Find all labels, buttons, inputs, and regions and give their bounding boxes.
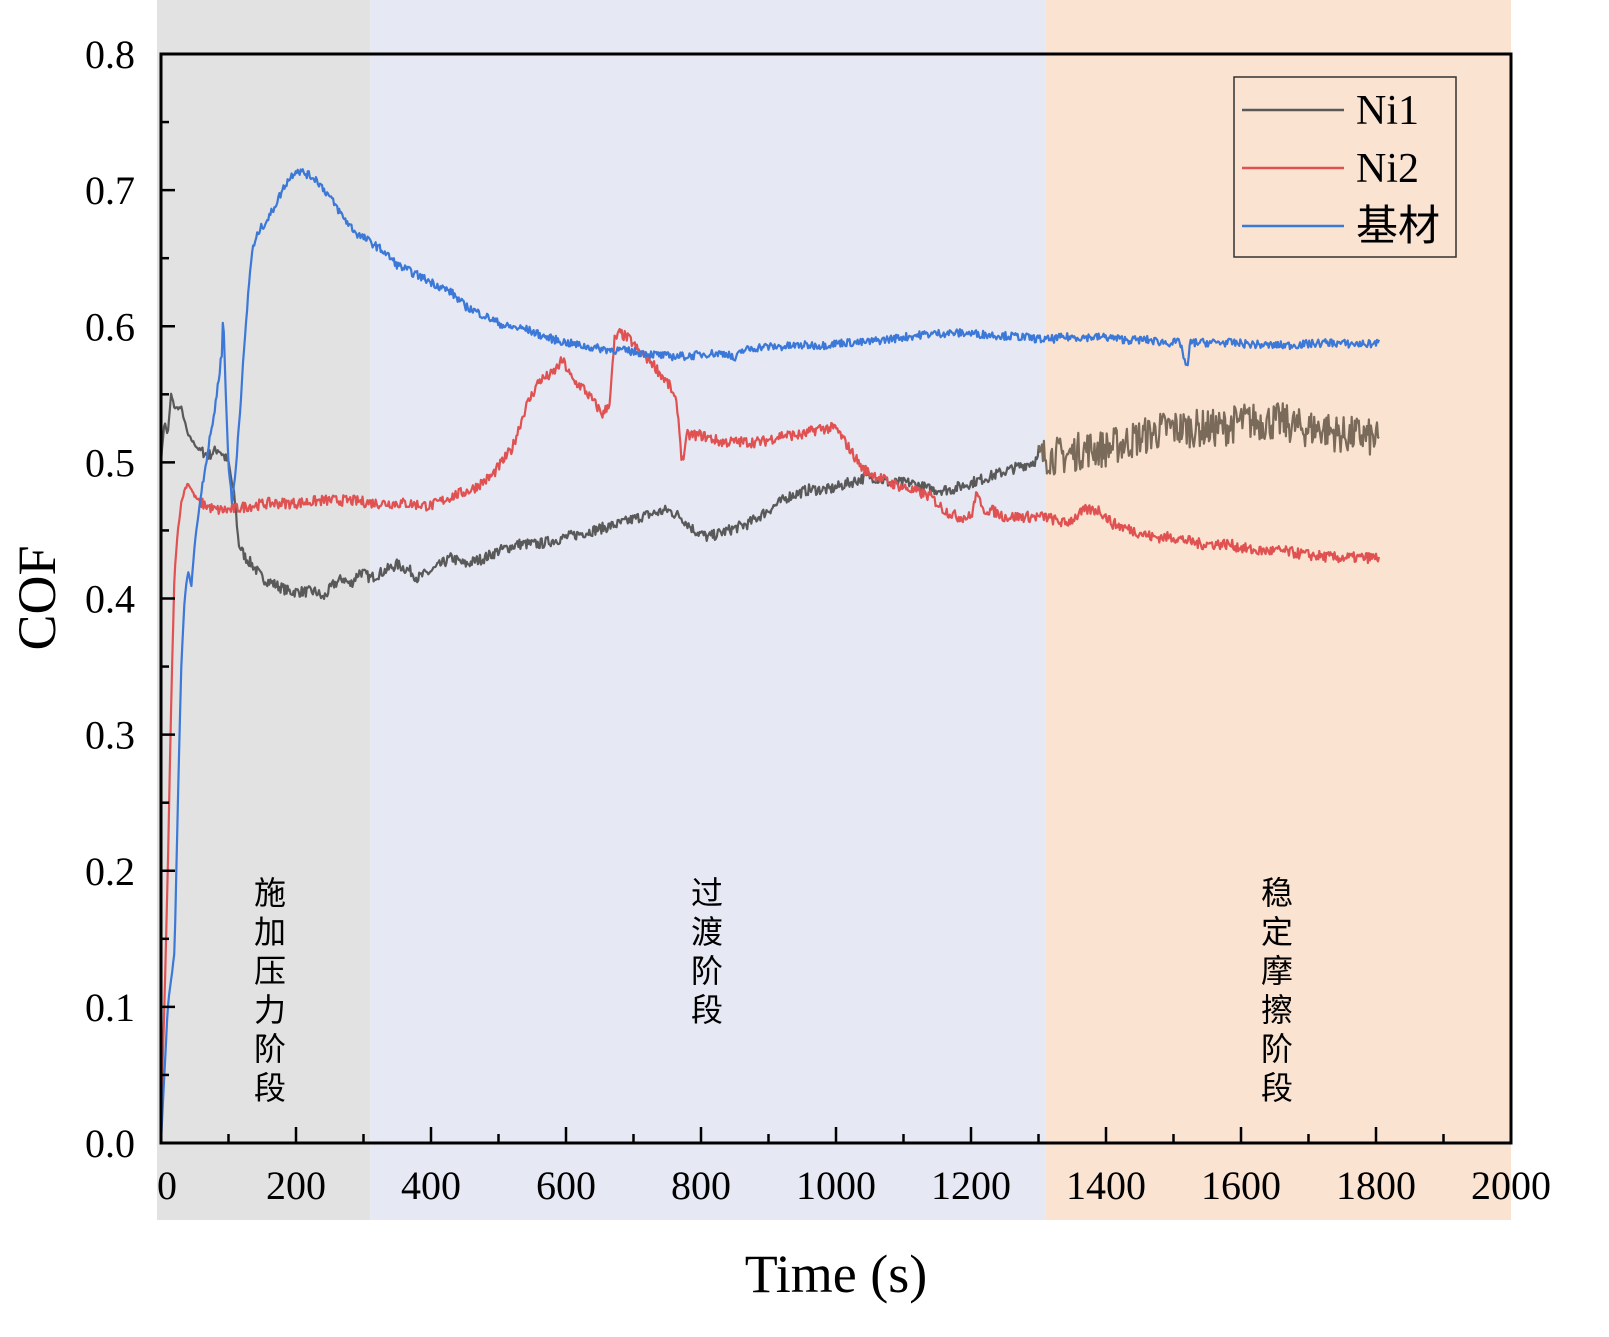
- y-tick-label: 0.0: [85, 1121, 135, 1166]
- series-lines: [159, 168, 1381, 1144]
- x-tick-label: 1800: [1336, 1163, 1416, 1208]
- y-axis-title: COF: [7, 545, 67, 650]
- legend-label-1: Ni1: [1356, 88, 1419, 134]
- x-tick-label: 0: [157, 1163, 177, 1208]
- series-line-2: [159, 327, 1381, 1115]
- y-tick-label: 0.4: [85, 577, 135, 622]
- y-tick-label: 0.6: [85, 304, 135, 349]
- stage-band-3: [1045, 0, 1511, 1220]
- x-tick-label: 1400: [1066, 1163, 1146, 1208]
- x-tick-label: 400: [401, 1163, 461, 1208]
- x-tick-label: 1600: [1201, 1163, 1281, 1208]
- y-tick-label: 0.1: [85, 985, 135, 1030]
- legend: Ni1 Ni2 基材: [1233, 76, 1457, 258]
- stage-label-1: 施加压力阶段: [254, 874, 286, 1107]
- x-tick-label: 1200: [931, 1163, 1011, 1208]
- series-line-1-late: [1037, 402, 1380, 476]
- stage-label-3: 稳定摩擦阶段: [1261, 874, 1293, 1107]
- y-tick-label: 0.3: [85, 713, 135, 758]
- stage-band-2: [370, 0, 1046, 1220]
- x-tick-label: 2000: [1471, 1163, 1551, 1208]
- x-tick-label: 800: [671, 1163, 731, 1208]
- x-tick-label: 600: [536, 1163, 596, 1208]
- stage-labels: 施加压力阶段 过渡阶段 稳定摩擦阶段: [254, 874, 1293, 1107]
- legend-label-3: 基材: [1356, 204, 1440, 250]
- stage-bands: [157, 0, 1511, 1220]
- legend-box: [1233, 76, 1457, 258]
- series-line-3: [159, 168, 1381, 1144]
- y-tick-label: 0.5: [85, 440, 135, 485]
- y-tick-label: 0.7: [85, 168, 135, 213]
- legend-label-2: Ni2: [1356, 146, 1419, 192]
- x-tick-label: 1000: [796, 1163, 876, 1208]
- y-tick-label: 0.8: [85, 32, 135, 77]
- stage-label-2: 过渡阶段: [691, 874, 723, 1029]
- y-axis-ticks: 0.0 0.1 0.2 0.3 0.4 0.5 0.6 0.7 0.8: [85, 32, 175, 1166]
- x-axis-ticks: 0 200 400 600 800 1000 1200 1400 1600 1800 2000: [157, 1127, 1551, 1208]
- x-tick-label: 200: [266, 1163, 326, 1208]
- x-axis-title: Time (s): [745, 1244, 928, 1304]
- y-tick-label: 0.2: [85, 849, 135, 894]
